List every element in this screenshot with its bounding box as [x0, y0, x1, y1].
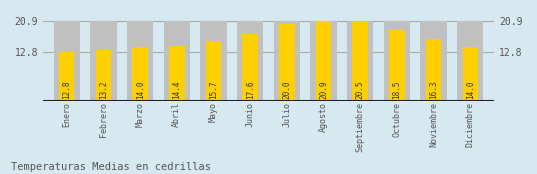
- Bar: [462, 47, 478, 101]
- Bar: [383, 21, 410, 101]
- Bar: [310, 21, 337, 101]
- Bar: [169, 46, 185, 101]
- Text: 16.3: 16.3: [429, 81, 438, 99]
- Bar: [237, 21, 263, 101]
- Text: 15.7: 15.7: [209, 81, 218, 99]
- Bar: [96, 50, 111, 101]
- Text: 20.0: 20.0: [282, 81, 292, 99]
- Text: 14.0: 14.0: [466, 81, 475, 99]
- Bar: [133, 47, 148, 101]
- Text: 14.4: 14.4: [172, 81, 182, 99]
- Bar: [316, 21, 331, 101]
- Bar: [274, 21, 300, 101]
- Text: Temperaturas Medias en cedrillas: Temperaturas Medias en cedrillas: [11, 162, 211, 172]
- Bar: [206, 41, 221, 101]
- Bar: [243, 34, 258, 101]
- Bar: [347, 21, 373, 101]
- Text: 13.2: 13.2: [99, 81, 108, 99]
- Bar: [426, 38, 441, 101]
- Text: 12.8: 12.8: [62, 81, 71, 99]
- Text: 18.5: 18.5: [393, 81, 401, 99]
- Bar: [389, 30, 404, 101]
- Bar: [59, 52, 75, 101]
- Text: 17.6: 17.6: [245, 81, 255, 99]
- Text: 20.9: 20.9: [319, 81, 328, 99]
- Text: 14.0: 14.0: [136, 81, 144, 99]
- Bar: [200, 21, 227, 101]
- Text: 20.5: 20.5: [355, 81, 365, 99]
- Bar: [279, 24, 294, 101]
- Bar: [90, 21, 117, 101]
- Bar: [127, 21, 154, 101]
- Bar: [54, 21, 80, 101]
- Bar: [420, 21, 447, 101]
- Bar: [457, 21, 483, 101]
- Bar: [352, 22, 368, 101]
- Bar: [164, 21, 190, 101]
